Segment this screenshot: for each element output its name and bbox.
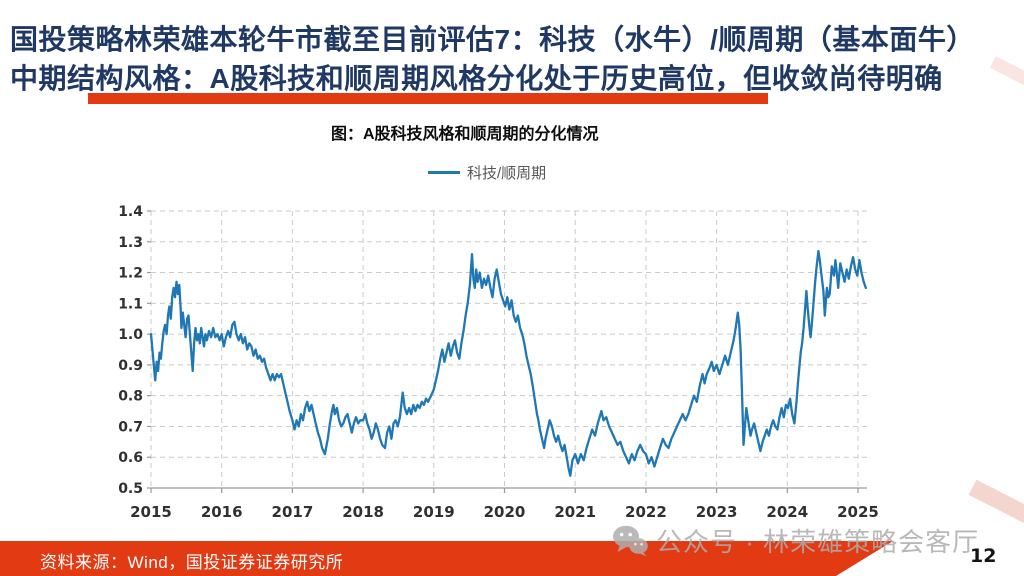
- source-note: 资料来源：Wind，国投证券证券研究所: [40, 553, 344, 572]
- legend-line-swatch: [428, 170, 460, 174]
- svg-text:1.0: 1.0: [118, 327, 143, 343]
- svg-text:2023: 2023: [696, 503, 738, 521]
- wechat-icon: [613, 525, 648, 557]
- svg-text:0.5: 0.5: [118, 481, 143, 497]
- axis-tick-labels: 0.5 0.6 0.7 0.8 0.9 1.0 1.1 1.2 1.3 1.4 2015 2016 20…: [118, 204, 879, 521]
- svg-text:2017: 2017: [272, 503, 314, 521]
- chart-legend: 科技/顺周期: [428, 162, 546, 182]
- svg-text:2019: 2019: [413, 503, 455, 521]
- grid-lines: [150, 210, 867, 488]
- svg-text:2021: 2021: [554, 503, 596, 521]
- page-number: 12: [970, 545, 997, 567]
- svg-text:2020: 2020: [484, 503, 526, 521]
- svg-text:0.6: 0.6: [118, 450, 143, 466]
- svg-text:2024: 2024: [766, 503, 808, 521]
- slide-title-line2: 中期结构风格：A股科技和顺周期风格分化处于历史高位，但收敛尚待明确: [10, 63, 943, 94]
- axes: [147, 210, 867, 493]
- svg-text:0.9: 0.9: [118, 358, 143, 374]
- watermark: 公众号 · 林荣雄策略会客厅: [612, 522, 979, 559]
- footer-red-band: 资料来源：Wind，国投证券证券研究所: [0, 541, 893, 576]
- svg-text:2018: 2018: [342, 503, 384, 521]
- series-tech-over-cyclical: [149, 249, 867, 477]
- legend-label: 科技/顺周期: [467, 164, 547, 182]
- svg-text:1.4: 1.4: [118, 204, 143, 220]
- title-underline-bar: [88, 93, 768, 104]
- svg-text:2015: 2015: [130, 503, 172, 521]
- svg-text:0.7: 0.7: [118, 419, 143, 435]
- svg-text:1.1: 1.1: [118, 296, 143, 312]
- svg-text:1.2: 1.2: [118, 266, 143, 282]
- slide-title-line1: 国投策略林荣雄本轮牛市截至目前评估7：科技（水牛）/顺周期（基本面牛）: [10, 24, 975, 55]
- chart-title: 图：A股科技风格和顺周期的分化情况: [331, 126, 599, 143]
- svg-text:2022: 2022: [625, 503, 667, 521]
- svg-text:2025: 2025: [837, 503, 879, 521]
- watermark-text: 公众号 · 林荣雄策略会客厅: [656, 527, 980, 557]
- svg-text:2016: 2016: [201, 503, 243, 521]
- svg-text:1.3: 1.3: [118, 235, 143, 251]
- svg-text:0.8: 0.8: [118, 389, 143, 405]
